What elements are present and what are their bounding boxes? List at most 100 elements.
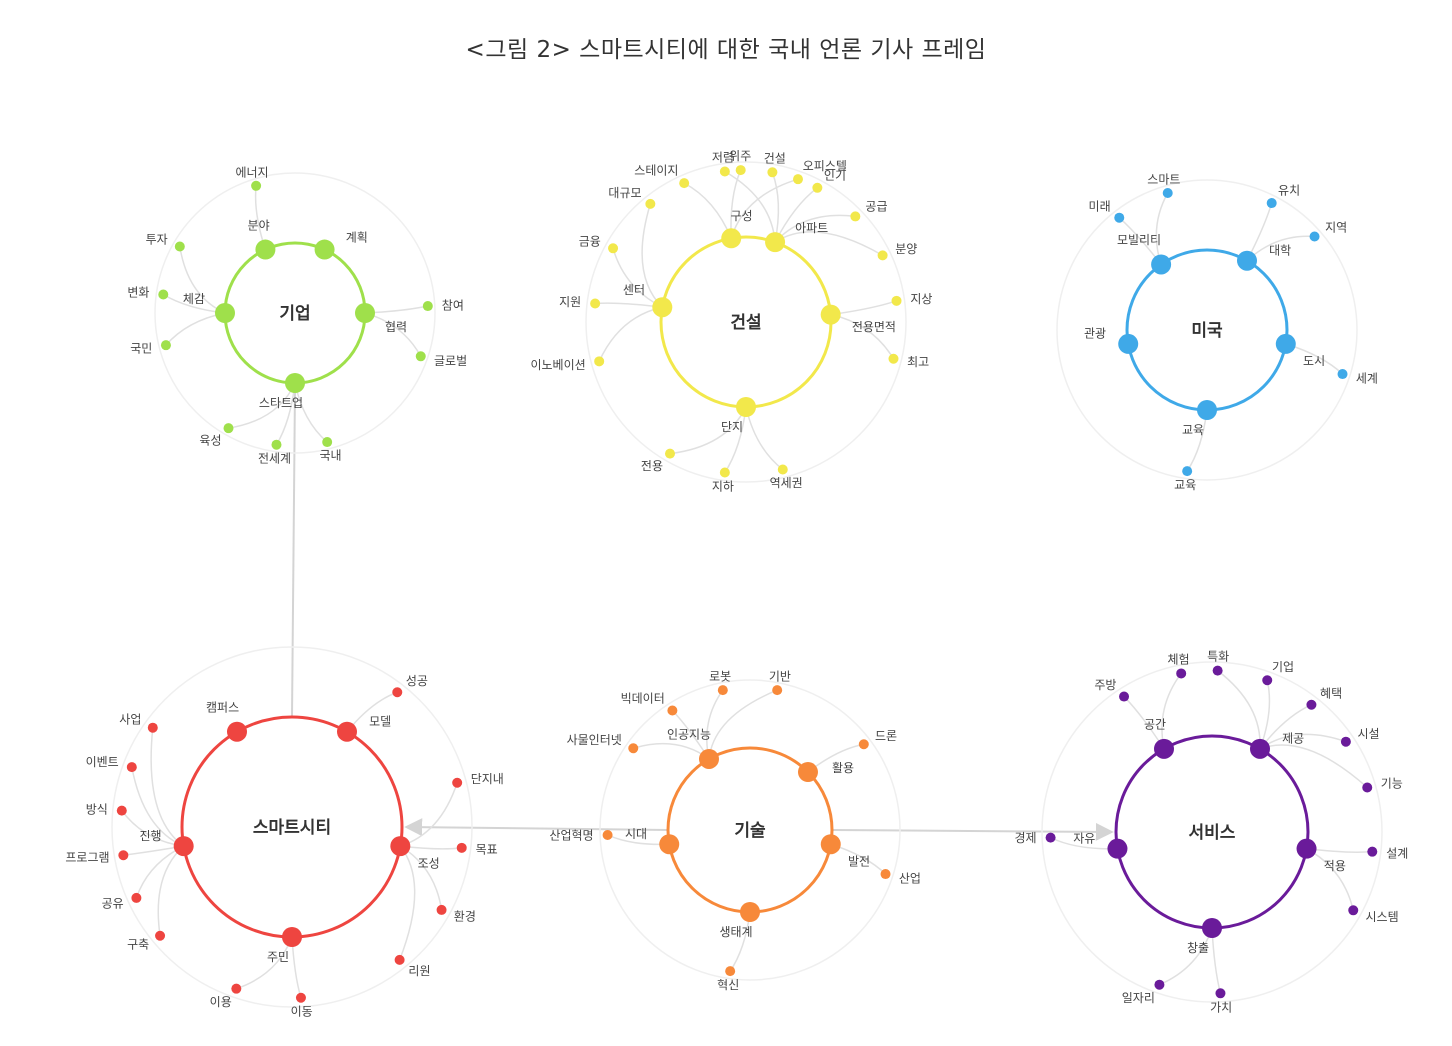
hub-node [1296, 838, 1317, 859]
hub-node [659, 834, 680, 855]
leaf-node [888, 353, 899, 364]
leaf-edge [706, 689, 724, 760]
leaf-label: 대규모 [608, 186, 641, 200]
hub-node [1107, 838, 1128, 859]
leaf-label: 기반 [769, 669, 791, 683]
hub-node [1151, 254, 1172, 275]
leaf-label: 지원 [559, 295, 581, 309]
leaf-label: 빅데이터 [621, 692, 665, 706]
leaf-node [891, 295, 902, 306]
cluster-guide-ring [599, 679, 901, 981]
leaf-label: 이벤트 [86, 755, 119, 769]
leaf-node [392, 687, 403, 698]
hub-label: 활용 [832, 761, 854, 775]
leaf-node [850, 211, 861, 222]
leaf-label: 국내 [320, 449, 342, 463]
leaf-node [251, 180, 262, 191]
hub-node [740, 902, 760, 922]
leaf-node [131, 892, 142, 903]
leaf-label: 사물인터넷 [567, 733, 622, 747]
leaf-edge [398, 845, 416, 961]
leaf-edge [633, 742, 710, 760]
leaf-node [295, 992, 306, 1003]
leaf-edge [830, 300, 897, 316]
leaf-node [665, 448, 675, 459]
leaf-label: 방식 [86, 802, 108, 816]
leaf-node [1176, 668, 1187, 679]
leaf-node [880, 869, 891, 880]
leaf-label: 일자리 [1122, 991, 1155, 1005]
figure-title: <그림 2> 스마트시티에 대한 국내 언론 기사 프레임 [465, 37, 987, 63]
hub-label: 적용 [1324, 859, 1346, 873]
leaf-label: 글로벌 [434, 354, 467, 368]
hub-label: 캠퍼스 [206, 700, 239, 714]
hub-label: 발전 [848, 854, 870, 868]
hub-label: 분야 [248, 219, 270, 233]
hub-node [314, 239, 335, 260]
leaf-label: 위주 [729, 149, 751, 163]
leaf-label: 변화 [127, 286, 149, 300]
leaf-edge [165, 312, 226, 346]
leaf-node [456, 842, 467, 853]
leaf-node [1337, 369, 1348, 380]
leaf-node [452, 777, 463, 788]
hub-label: 협력 [385, 320, 407, 334]
leaf-node [667, 705, 678, 716]
hub-node [173, 836, 194, 857]
cluster-guide-ring [111, 646, 473, 1008]
leaf-label: 분양 [895, 242, 917, 256]
leaf-label: 이노베이션 [530, 358, 585, 372]
leaf-edge [1155, 192, 1169, 265]
leaf-label: 스마트 [1147, 173, 1180, 187]
leaf-edge [745, 406, 784, 471]
leaf-node [1162, 188, 1173, 199]
hub-label: 생태계 [719, 925, 752, 939]
leaf-node [645, 198, 656, 209]
leaf-label: 드론 [875, 729, 897, 743]
hub-node [652, 297, 673, 318]
hub-node [797, 762, 818, 783]
hub-node [337, 721, 357, 742]
leaf-node [1348, 905, 1359, 916]
leaf-label: 공급 [865, 200, 887, 214]
hub-label: 도시 [1303, 354, 1325, 368]
hub-label: 아파트 [795, 221, 828, 235]
hub-label: 조성 [418, 856, 440, 870]
leaf-node [116, 805, 127, 816]
hub-label: 교육 [1182, 423, 1204, 437]
leaf-label: 건설 [764, 152, 786, 166]
hub-node [1250, 738, 1270, 759]
hub-node [1202, 918, 1222, 938]
hub-label: 스타트업 [259, 396, 303, 410]
leaf-node [719, 467, 730, 478]
leaf-label: 성공 [406, 674, 428, 688]
leaf-node [767, 167, 778, 178]
leaf-node [271, 439, 282, 450]
leaf-label: 최고 [907, 355, 929, 369]
cluster-guide-ring [585, 161, 907, 483]
leaf-node [679, 178, 690, 189]
leaf-node [1340, 736, 1351, 747]
leaf-node [1266, 198, 1277, 209]
leaf-label: 산업혁명 [549, 828, 593, 842]
cluster-guide-ring [154, 172, 436, 454]
leaf-label: 이동 [291, 1005, 313, 1019]
leaf-label: 교육 [1174, 478, 1196, 492]
link-tech-service [831, 822, 1114, 841]
hub-node [1275, 333, 1296, 354]
cluster-guide-ring [1056, 179, 1358, 481]
leaf-label: 미래 [1089, 200, 1111, 214]
leaf-node [1262, 675, 1273, 686]
leaf-node [147, 722, 158, 733]
leaf-label: 지상 [910, 292, 932, 306]
link-tech-smart [404, 818, 669, 837]
leaf-edge [400, 782, 458, 847]
leaf-label: 특화 [1207, 650, 1229, 664]
cluster-label: 기업 [279, 304, 310, 324]
leaf-node [772, 685, 783, 696]
leaf-node [1309, 231, 1320, 242]
leaf-label: 전세계 [258, 452, 291, 466]
